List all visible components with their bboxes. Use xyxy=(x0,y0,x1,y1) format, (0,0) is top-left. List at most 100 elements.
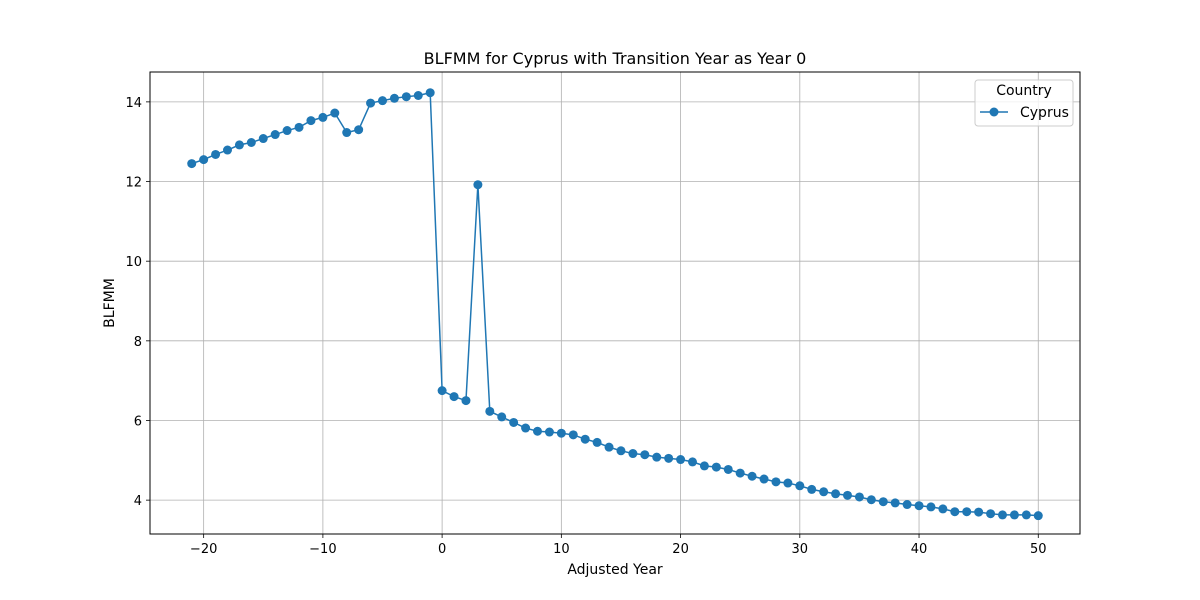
data-point xyxy=(437,386,447,396)
data-point xyxy=(974,507,984,517)
x-tick-label: 30 xyxy=(792,542,809,557)
data-point xyxy=(723,464,733,474)
data-point xyxy=(318,112,328,122)
data-point xyxy=(270,130,280,140)
data-point xyxy=(592,437,602,447)
x-tick-label: 40 xyxy=(911,542,928,557)
data-point xyxy=(926,502,936,512)
data-point xyxy=(783,478,793,488)
x-tick-label: 10 xyxy=(553,542,570,557)
series-layer xyxy=(187,88,1043,521)
x-tick-label: 0 xyxy=(438,542,446,557)
plot-area-frame xyxy=(149,71,1081,535)
data-point xyxy=(234,140,244,150)
data-point xyxy=(878,497,888,507)
data-point xyxy=(831,489,841,499)
data-point xyxy=(771,477,781,487)
data-point xyxy=(199,155,209,165)
data-point xyxy=(211,149,221,159)
data-point xyxy=(640,450,650,460)
data-point xyxy=(258,134,268,144)
data-point xyxy=(306,116,316,126)
data-point xyxy=(509,417,519,427)
data-point xyxy=(699,461,709,471)
data-point xyxy=(544,427,554,437)
data-point xyxy=(604,442,614,452)
data-point xyxy=(938,504,948,514)
data-point xyxy=(962,507,972,517)
series-line-cyprus xyxy=(191,91,1039,517)
axis-ticks: −20 −10 0 10 20 30 40 50 4 6 8 10 12 14 xyxy=(125,96,1046,557)
legend: Country Cyprus xyxy=(974,79,1074,127)
y-tick-label: 14 xyxy=(125,96,142,111)
data-point xyxy=(485,406,495,416)
data-point xyxy=(449,392,459,402)
data-point xyxy=(759,474,769,484)
data-point xyxy=(1021,510,1031,520)
x-tick-label: −20 xyxy=(190,542,217,557)
data-point xyxy=(366,98,376,108)
data-point xyxy=(711,462,721,472)
data-point xyxy=(1009,510,1019,520)
data-point xyxy=(688,457,697,467)
y-tick-label: 6 xyxy=(134,414,142,429)
y-tick-label: 4 xyxy=(134,494,142,509)
data-point xyxy=(461,396,471,406)
data-point xyxy=(866,495,876,505)
data-point xyxy=(986,509,996,519)
x-tick-label: 20 xyxy=(672,542,689,557)
data-point xyxy=(294,122,304,132)
data-point xyxy=(1033,511,1043,521)
data-point xyxy=(223,145,232,155)
data-point xyxy=(664,453,674,463)
data-point xyxy=(676,455,686,465)
data-point xyxy=(556,428,566,438)
data-point xyxy=(914,501,924,511)
legend-title: Country xyxy=(996,83,1052,99)
x-tick-label: 50 xyxy=(1030,542,1047,557)
data-point xyxy=(616,446,626,456)
y-tick-label: 12 xyxy=(125,176,142,191)
data-point xyxy=(401,92,411,102)
y-axis-label: BLFMM xyxy=(102,278,118,328)
chart-title: BLFMM for Cyprus with Transition Year as… xyxy=(424,49,807,68)
data-point xyxy=(843,490,852,500)
data-point xyxy=(652,452,662,462)
data-point xyxy=(950,507,960,517)
data-point xyxy=(854,492,864,502)
data-point xyxy=(354,125,364,135)
data-point xyxy=(413,90,423,100)
data-point xyxy=(282,126,292,136)
grid-lines xyxy=(150,72,1080,534)
data-point xyxy=(902,500,912,510)
data-point xyxy=(998,510,1007,520)
data-point xyxy=(389,93,399,103)
data-point xyxy=(521,423,531,433)
data-point xyxy=(580,434,590,444)
data-point xyxy=(330,108,340,118)
data-point xyxy=(819,487,829,497)
legend-series-marker xyxy=(989,107,999,117)
data-point xyxy=(378,96,387,106)
data-point xyxy=(807,484,817,494)
legend-box xyxy=(974,79,1074,127)
y-tick-label: 8 xyxy=(134,335,142,350)
data-point xyxy=(735,468,745,478)
x-tick-label: −10 xyxy=(309,542,336,557)
data-point xyxy=(187,159,197,169)
data-point xyxy=(246,137,256,147)
y-tick-label: 10 xyxy=(125,255,142,270)
data-point xyxy=(568,430,578,440)
data-point xyxy=(473,180,483,190)
data-point xyxy=(425,88,435,98)
data-point xyxy=(628,449,638,459)
data-point xyxy=(497,412,507,422)
data-point xyxy=(342,128,352,138)
data-point xyxy=(747,471,757,481)
data-point xyxy=(890,498,900,508)
legend-series-label: Cyprus xyxy=(1020,105,1069,121)
data-point xyxy=(533,426,542,436)
x-axis-label: Adjusted Year xyxy=(567,562,663,578)
